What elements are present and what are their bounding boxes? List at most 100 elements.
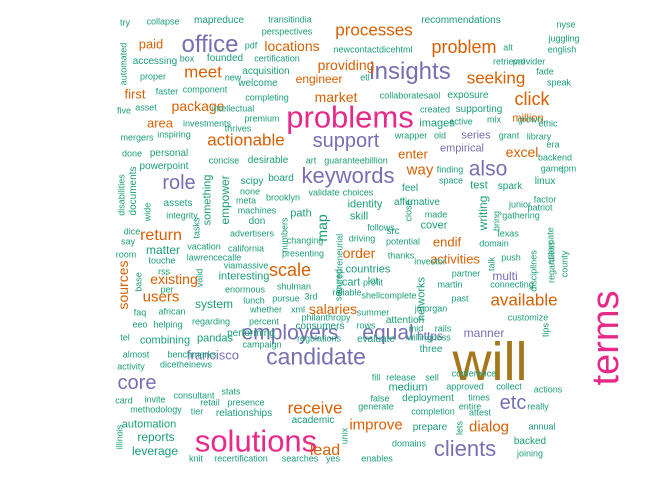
word-locations: locations: [264, 38, 320, 54]
word-package: package: [171, 98, 225, 114]
word-new: new: [224, 72, 242, 83]
word-numbers: numbers: [279, 217, 290, 253]
word-retrieval: retrieval: [492, 56, 526, 67]
word-unix: unix: [339, 427, 350, 445]
word-wide: wide: [142, 202, 153, 222]
word-actionable: actionable: [207, 130, 285, 150]
word-concise: concise: [208, 155, 240, 166]
word-processes: processes: [335, 20, 413, 40]
word-board: board: [268, 173, 294, 184]
word-consultant: consultant: [173, 390, 215, 401]
word-transitindia: transitindia: [268, 14, 312, 25]
word-activities: activities: [430, 251, 480, 267]
word-personal: personal: [149, 148, 189, 159]
word-path: path: [290, 207, 312, 220]
word-map: map: [314, 214, 330, 242]
word-domains: domains: [391, 438, 427, 449]
word-terms: terms: [585, 290, 627, 386]
word-finding: finding: [436, 164, 464, 175]
word-card: card: [115, 395, 133, 406]
word-helping: helping: [153, 319, 183, 330]
word-push: push: [501, 252, 521, 263]
word-affirmative: affirmative: [394, 197, 440, 208]
word-etl: etl: [360, 72, 370, 83]
word-invite: invite: [144, 394, 166, 405]
word-office: office: [181, 31, 239, 58]
word-try: try: [120, 17, 130, 28]
word-mix: mix: [487, 114, 501, 125]
word-three: three: [419, 344, 443, 355]
word-almost: almost: [122, 349, 150, 360]
word-profit: profit: [362, 277, 384, 288]
word-improve: improve: [349, 416, 403, 434]
word-role: role: [162, 172, 196, 194]
word-actions: actions: [533, 384, 563, 395]
word-disciplines: disciplines: [528, 250, 539, 292]
word-gathering: gathering: [502, 210, 540, 221]
word-retail: retail: [200, 397, 220, 408]
word-paid: paid: [138, 36, 164, 52]
word-dialog: dialog: [468, 418, 510, 436]
word-faster: faster: [155, 86, 179, 97]
word-customize: customize: [507, 312, 549, 323]
word-domain: domain: [479, 238, 509, 249]
word-active: active: [449, 116, 473, 127]
word-close: close: [403, 200, 414, 222]
word-manner: manner: [463, 326, 505, 340]
word-patriot: patriot: [527, 202, 553, 213]
word-lunch: lunch: [243, 295, 265, 306]
word-pursue: pursue: [272, 293, 300, 304]
word-presence: presence: [227, 397, 265, 408]
word-validate: validate: [308, 187, 340, 198]
word-disabilities: disabilities: [116, 174, 127, 216]
word-scipy: scipy: [240, 176, 264, 187]
word-something: something: [201, 174, 214, 226]
word-keywords: keywords: [301, 163, 395, 188]
word-spark: spark: [497, 181, 523, 192]
word-joining: joining: [516, 448, 544, 459]
word-summer: summer: [356, 307, 390, 318]
word-eeo: eeo: [132, 319, 148, 330]
word-scale: scale: [268, 260, 312, 280]
word-viamassive: viamassive: [223, 260, 269, 271]
word-guaranteebillion: guaranteebillion: [324, 155, 388, 166]
word-generate: generate: [358, 401, 394, 412]
word-tier: tier: [190, 406, 204, 417]
word-campaign: campaign: [242, 339, 282, 350]
word-investor: investor: [414, 256, 446, 267]
word-made: made: [424, 209, 448, 220]
word-automation: automation: [121, 418, 177, 431]
word-times: times: [468, 392, 490, 403]
word-regulations: regulations: [296, 333, 342, 344]
word-rows: rows: [356, 320, 376, 331]
word-attest: attest: [468, 407, 492, 418]
word-interesting: interesting: [218, 270, 270, 283]
word-etc: etc: [499, 392, 527, 414]
word-regarding: regarding: [191, 316, 231, 327]
word-inspiring: inspiring: [157, 129, 191, 140]
word-era: era: [546, 139, 560, 150]
word-enormous: enormous: [224, 284, 266, 295]
word-bring: bring: [491, 210, 502, 232]
word-rss: rss: [158, 266, 170, 277]
word-box: box: [179, 53, 195, 64]
word-cover: cover: [420, 219, 448, 232]
word-accessing: accessing: [132, 56, 178, 67]
word-million: million: [512, 112, 544, 125]
word-premium: premium: [244, 113, 280, 124]
word-area: area: [146, 115, 174, 131]
word-texas: texas: [497, 228, 519, 239]
word-feel: feel: [401, 183, 419, 194]
word-thanks: thanks: [387, 250, 415, 261]
word-machines: machines: [237, 205, 277, 216]
word-martin: martin: [437, 279, 463, 290]
word-meta: meta: [235, 195, 257, 206]
word-juggling: juggling: [548, 33, 580, 44]
word-alt: alt: [503, 42, 513, 53]
word-connecting: connecting: [490, 279, 534, 290]
word-base: base: [133, 272, 144, 292]
word-per: per: [160, 284, 174, 295]
word-tel: tel: [120, 332, 130, 343]
word-attention: attention: [385, 315, 425, 326]
word-grown: grown: [517, 114, 543, 125]
